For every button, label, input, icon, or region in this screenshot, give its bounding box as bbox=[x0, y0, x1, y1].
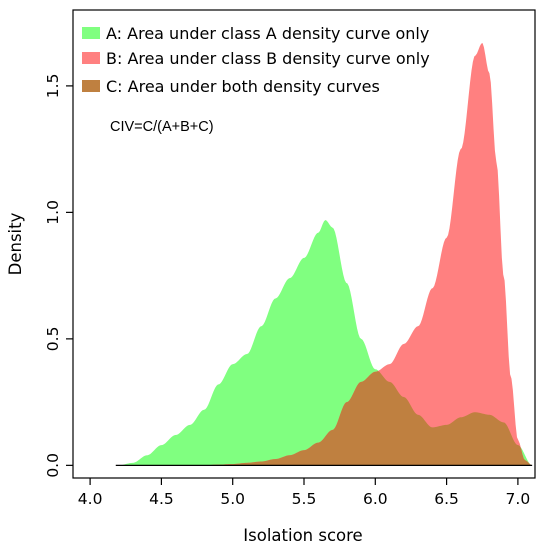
y-tick-label: 1.0 bbox=[44, 200, 62, 225]
legend: A: Area under class A density curve only… bbox=[82, 24, 430, 96]
area-overlap bbox=[118, 371, 533, 466]
y-axis-title: Density bbox=[6, 212, 25, 275]
civ-formula-annotation: CIV=C/(A+B+C) bbox=[110, 119, 214, 135]
legend-swatch-c bbox=[82, 80, 100, 92]
legend-swatch-a bbox=[82, 27, 100, 39]
plot-area bbox=[115, 43, 533, 466]
y-tick-label: 0.0 bbox=[44, 453, 62, 478]
y-tick-label: 0.5 bbox=[44, 327, 62, 352]
x-tick-label: 6.5 bbox=[434, 490, 459, 508]
x-axis: 4.0 4.5 5.0 5.5 6.0 6.5 7.0 bbox=[78, 478, 530, 508]
x-axis-title: Isolation score bbox=[243, 526, 362, 545]
y-tick-label: 1.5 bbox=[44, 74, 62, 99]
legend-label-b: B: Area under class B density curve only bbox=[106, 49, 430, 68]
x-tick-label: 6.0 bbox=[363, 490, 388, 508]
x-tick-label: 5.5 bbox=[292, 490, 317, 508]
x-tick-label: 5.0 bbox=[220, 490, 245, 508]
legend-label-a: A: Area under class A density curve only bbox=[106, 24, 429, 43]
area-b-only bbox=[118, 43, 533, 466]
y-axis: 0.0 0.5 1.0 1.5 bbox=[44, 74, 73, 478]
x-tick-label: 4.5 bbox=[149, 490, 174, 508]
legend-swatch-b bbox=[82, 52, 100, 64]
x-tick-label: 4.0 bbox=[78, 490, 103, 508]
area-a-only bbox=[118, 219, 533, 466]
legend-label-c: C: Area under both density curves bbox=[106, 77, 380, 96]
x-tick-label: 7.0 bbox=[506, 490, 531, 508]
